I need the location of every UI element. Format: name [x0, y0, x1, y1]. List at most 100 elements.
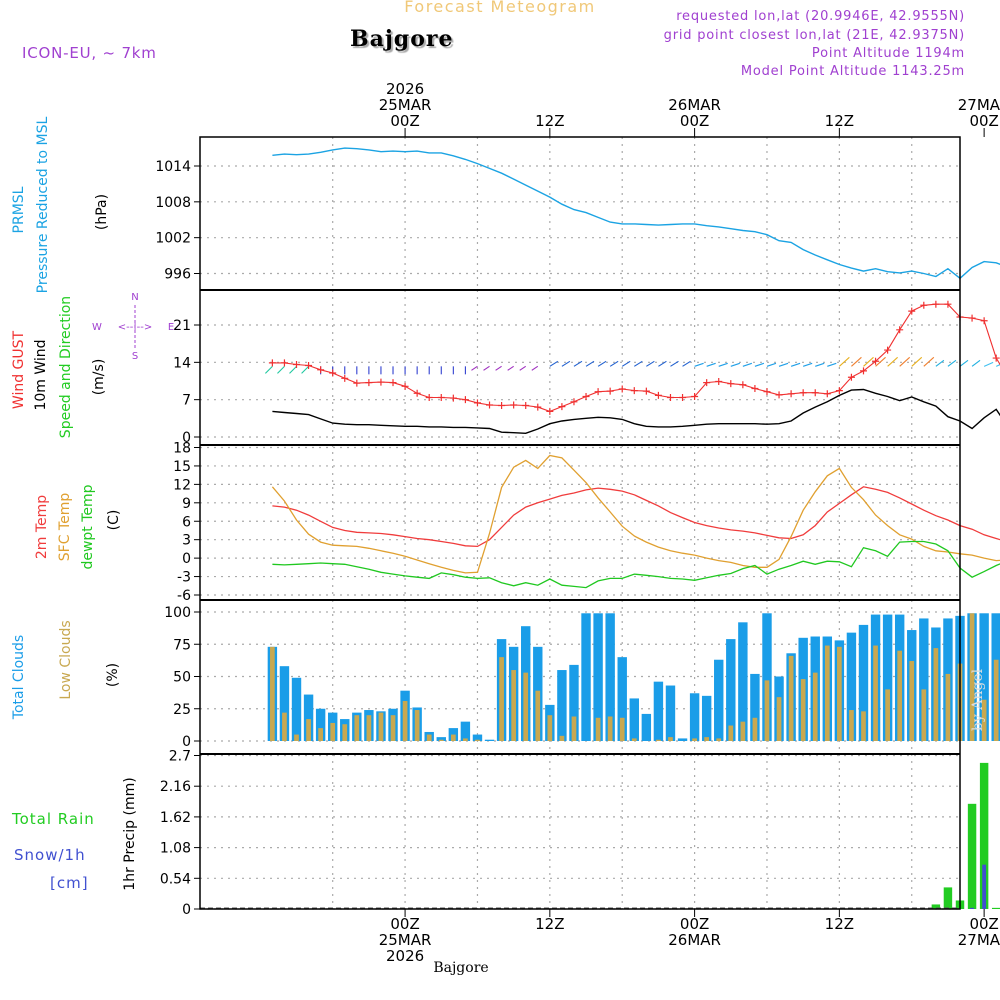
wind-gust-point	[980, 317, 988, 325]
low-cloud-bar	[788, 655, 794, 741]
wind-gust-point	[341, 374, 349, 382]
wind-gust-point	[992, 354, 1000, 362]
low-cloud-bar	[752, 717, 758, 741]
temp-2m-label: 2m Temp	[34, 495, 50, 559]
low-cloud-bar	[728, 725, 734, 741]
wind-arrow	[899, 356, 911, 367]
total-cloud-bar	[846, 632, 857, 741]
y-tick-label: 100	[164, 605, 191, 621]
total-cloud-bar	[291, 677, 302, 741]
wind-gust-label: Wind GUST	[11, 330, 27, 409]
precip-units: 1hr Precip (mm)	[122, 777, 138, 890]
wind-arrow	[718, 362, 728, 367]
x-tick-label-top: 12Z	[535, 112, 564, 130]
wind-gust-point	[594, 388, 602, 396]
total-cloud-bar	[605, 613, 615, 741]
wind-gust-point	[510, 401, 518, 409]
y-tick-label: 0	[182, 551, 191, 567]
total-cloud-bar	[617, 657, 627, 741]
wind-arrow	[838, 356, 850, 367]
low-cloud-bar	[764, 680, 770, 741]
wind-arrow	[264, 365, 273, 374]
wind-10m-label: 10m Wind	[33, 339, 49, 410]
x-tick-label-top: 26MAR	[668, 96, 721, 114]
snow-bar	[970, 907, 974, 909]
wind-gust-point	[715, 378, 723, 386]
wind-gust-point	[522, 402, 530, 410]
low-cloud-bar	[523, 672, 529, 741]
low-cloud-bar	[873, 645, 878, 741]
wind-gust-point	[534, 403, 542, 411]
total-cloud-bar	[641, 713, 652, 741]
wind-gust-point	[908, 307, 916, 315]
wind-arrow	[803, 362, 813, 367]
x-tick-label-bottom: 00Z	[390, 915, 419, 933]
wind-direction-arrows	[264, 356, 1000, 375]
x-tick-label-bottom: 25MAR	[379, 931, 432, 949]
total-clouds-label: Total Clouds	[11, 635, 27, 720]
wind-gust-point	[691, 392, 699, 400]
low-cloud-bar	[547, 715, 553, 741]
low-cloud-bar	[306, 719, 311, 741]
x-tick-label-bottom: 26MAR	[668, 931, 721, 949]
wind-arrow	[730, 362, 740, 367]
x-tick-label-bottom: 12Z	[825, 915, 854, 933]
wind-gust-point	[835, 387, 843, 395]
low-cloud-bar	[716, 738, 722, 741]
low-cloud-bar	[511, 670, 517, 741]
snow-label: Snow/1h	[14, 846, 86, 864]
wind-gust-point	[630, 387, 638, 395]
low-cloud-bar	[619, 717, 625, 741]
compass-n: N	[131, 292, 138, 303]
low-cloud-bar	[390, 715, 396, 741]
y-tick-label: 1.08	[160, 841, 191, 857]
wind-gust-point	[365, 379, 373, 387]
wind-gust-point	[582, 392, 590, 400]
y-tick-label: 7	[182, 393, 191, 409]
low-cloud-bar	[330, 722, 336, 741]
low-cloud-bar	[692, 738, 697, 741]
wind-arrow	[621, 360, 631, 367]
y-tick-label: 0	[182, 430, 191, 446]
wind-arrow	[646, 360, 655, 367]
wind-units: (m/s)	[91, 359, 107, 396]
y-tick-label: 15	[173, 459, 191, 475]
wind-gust-point	[473, 399, 481, 407]
low-cloud-bar	[475, 739, 480, 741]
wind-gust-point	[703, 379, 711, 387]
wind-gust-point	[268, 359, 276, 367]
y-tick-label: 996	[164, 267, 191, 283]
clouds-units: (%)	[105, 663, 121, 687]
wind-arrow	[706, 362, 716, 367]
wind-arrow	[947, 359, 957, 367]
total-cloud-bar	[653, 681, 664, 741]
wind-arrow	[597, 360, 607, 367]
low-cloud-bar	[668, 737, 673, 741]
wind-gust-point	[570, 398, 578, 406]
wind-gust-point	[932, 300, 940, 308]
wind-arrow	[983, 361, 994, 367]
total-cloud-bars	[267, 613, 1000, 741]
wind-gust-point	[389, 379, 397, 387]
low-cloud-bar	[414, 710, 420, 741]
wind-gust-point	[920, 301, 928, 309]
low-cloud-bar	[607, 716, 613, 741]
x-tick-label-top: 27MAR	[958, 96, 1000, 114]
requested-location: requested lon,lat (20.9946E, 42.9555N)	[676, 9, 965, 24]
y-tick-label: 18	[173, 441, 191, 457]
total-cloud-bar	[979, 613, 989, 741]
wind-gust-point	[642, 387, 650, 395]
wind-arrow	[633, 360, 643, 367]
total-cloud-bar	[738, 622, 748, 741]
top-time-axis: 202625MAR00Z12Z26MAR00Z12Z27MAR00Z12Z	[379, 80, 1000, 137]
wind-speed-line	[272, 388, 1000, 435]
low-cloud-bar	[885, 689, 890, 741]
temp-dewpt-label: dewpt Temp	[80, 484, 96, 569]
y-tick-label: 0.54	[160, 871, 191, 887]
temp-2m-line	[272, 486, 1000, 548]
rain-bar	[991, 907, 1000, 909]
x-tick-label-bottom: 00Z	[680, 915, 709, 933]
wind-gust-point	[293, 360, 301, 368]
wind-arrow	[995, 364, 1000, 367]
